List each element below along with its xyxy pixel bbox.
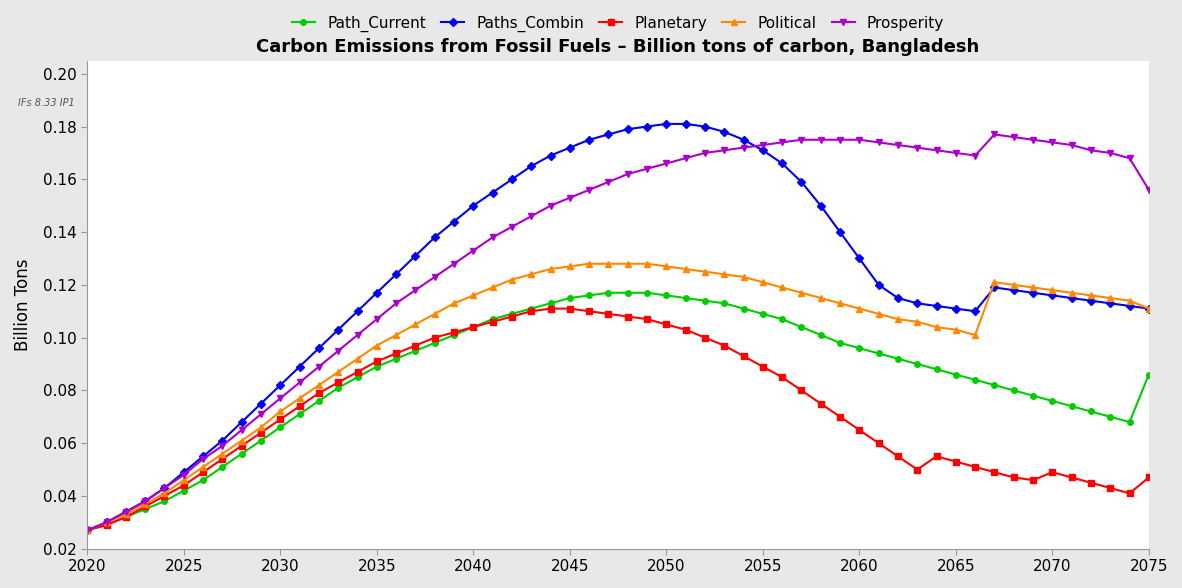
Legend: Path_Current, Paths_Combin, Planetary, Political, Prosperity: Path_Current, Paths_Combin, Planetary, P… — [286, 9, 950, 38]
Planetary — [544, 305, 558, 312]
Y-axis label: Billion Tons: Billion Tons — [14, 258, 32, 351]
Prosperity — [80, 527, 95, 534]
Planetary — [755, 363, 769, 370]
Path_Current — [466, 323, 480, 330]
Path_Current — [755, 310, 769, 318]
Prosperity — [466, 247, 480, 254]
Line: Prosperity: Prosperity — [85, 132, 1151, 533]
Political — [99, 519, 113, 526]
Title: Carbon Emissions from Fossil Fuels – Billion tons of carbon, Bangladesh: Carbon Emissions from Fossil Fuels – Bil… — [256, 38, 980, 56]
Political — [910, 318, 924, 325]
Path_Current — [602, 289, 616, 296]
Line: Political: Political — [85, 261, 1151, 533]
Paths_Combin — [794, 178, 808, 185]
Political — [794, 289, 808, 296]
Paths_Combin — [697, 123, 712, 130]
Line: Paths_Combin: Paths_Combin — [85, 121, 1151, 533]
Prosperity — [736, 144, 751, 151]
Path_Current — [1142, 371, 1156, 378]
Paths_Combin — [755, 147, 769, 154]
Path_Current — [697, 297, 712, 304]
Prosperity — [678, 155, 693, 162]
Planetary — [1142, 474, 1156, 481]
Prosperity — [891, 142, 905, 149]
Line: Planetary: Planetary — [85, 306, 1151, 533]
Political — [697, 268, 712, 275]
Prosperity — [99, 519, 113, 526]
Planetary — [80, 527, 95, 534]
Planetary — [99, 522, 113, 529]
Text: IFs 8.33 IP1: IFs 8.33 IP1 — [18, 98, 74, 108]
Prosperity — [775, 139, 790, 146]
Planetary — [697, 334, 712, 341]
Paths_Combin — [466, 202, 480, 209]
Political — [1142, 305, 1156, 312]
Prosperity — [1142, 186, 1156, 193]
Political — [755, 279, 769, 286]
Paths_Combin — [910, 300, 924, 307]
Political — [80, 527, 95, 534]
Political — [582, 260, 596, 268]
Paths_Combin — [1142, 305, 1156, 312]
Political — [466, 292, 480, 299]
Paths_Combin — [660, 121, 674, 128]
Paths_Combin — [99, 519, 113, 526]
Planetary — [794, 387, 808, 394]
Path_Current — [910, 360, 924, 368]
Path_Current — [80, 527, 95, 534]
Planetary — [910, 466, 924, 473]
Path_Current — [99, 522, 113, 529]
Line: Path_Current: Path_Current — [85, 290, 1151, 533]
Paths_Combin — [80, 527, 95, 534]
Prosperity — [987, 131, 1001, 138]
Path_Current — [794, 323, 808, 330]
Planetary — [466, 323, 480, 330]
